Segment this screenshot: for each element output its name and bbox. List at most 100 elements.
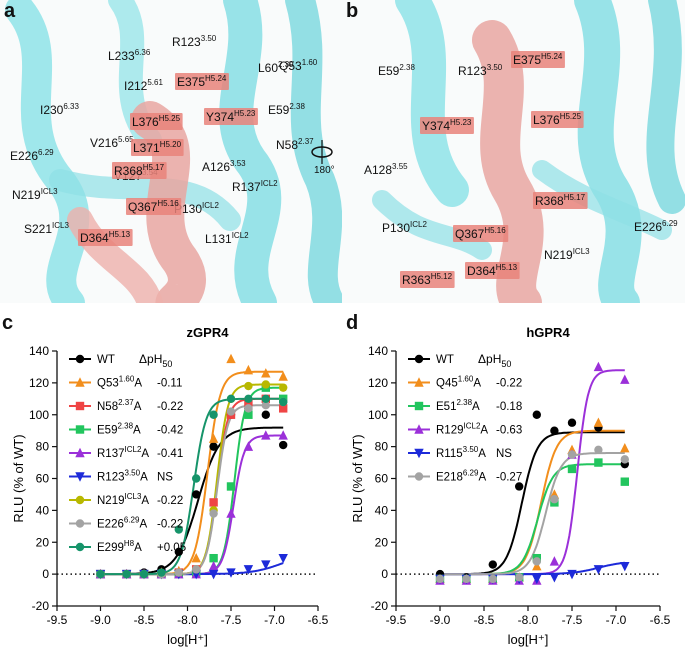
legend-label: E2266.29A [97,516,147,531]
x-tick-label: -6.5 [308,613,329,627]
a-residue-label-l60: L602.39 [258,60,294,75]
fit-curve-e226 [100,404,284,576]
data-point-e226 [209,509,218,518]
svg-text:A1263.53: A1263.53 [202,159,246,174]
svg-text:L602.39: L602.39 [258,60,294,75]
legend-marker [75,425,85,434]
data-point-e299 [96,569,105,579]
data-point-e218 [620,455,629,464]
legend-entry-e59: E592.38A -0.42 [69,422,183,437]
data-point-e51 [594,458,603,467]
data-point-e218 [462,574,471,584]
data-point-q45 [620,443,630,453]
y-tick-label: 0 [381,567,388,581]
b-residue-label-y374: Y374H5.23 [420,117,474,134]
x-tick-label: -9.0 [90,613,111,627]
y-tick-label: 120 [368,376,388,390]
svg-text:N219ICL3: N219ICL3 [544,247,590,262]
svg-text:Q367H5.16: Q367H5.16 [128,199,179,214]
b-residue-label-p130: P130ICL2 [382,220,427,235]
a-residue-label-e375: E375H5.24 [175,73,229,90]
x-tick-label: -9.0 [430,613,451,627]
legend-label: WT [97,354,115,366]
y-tick-label: -20 [371,599,389,613]
data-point-n219 [279,383,288,392]
legend-entry-wt: WT [69,354,115,366]
svg-text:D364H5.13: D364H5.13 [467,263,518,278]
data-point-r137 [261,430,271,440]
y-tick-label: 0 [42,567,49,581]
x-tick-label: -8.0 [518,613,539,627]
data-point-r137 [278,430,288,440]
y-tick-label: 80 [375,440,389,454]
x-tick-label: -8.5 [134,613,155,627]
legend-label: R1153.50A [436,445,486,460]
svg-text:P130ICL2: P130ICL2 [382,220,427,235]
a-residue-label-q53: Q531.60 [279,58,318,73]
legend-marker [414,354,424,364]
data-point-wt [532,410,541,419]
legend-delta: -0.41 [157,448,183,460]
data-point-n219 [261,380,270,389]
svg-text:R368H5.17: R368H5.17 [114,163,165,178]
b-residue-label-e59: E592.38 [378,63,415,78]
legend-entry-r129: R129ICL2A -0.63 [408,422,522,437]
data-point-r115 [593,565,604,575]
data-point-wt [209,442,218,451]
legend-header: ΔpH50 [478,352,511,369]
data-point-wt [279,440,288,450]
legend-entry-q53: Q531.60A -0.11 [69,375,182,390]
legend-delta: NS [496,448,512,460]
data-point-r123 [226,568,236,578]
a-residue-label-r368: R368H5.17 [112,162,167,179]
data-point-e299 [174,525,183,534]
chart-title: zGPR4 [187,325,230,340]
legend-marker [75,542,85,552]
structure-panel-b: E592.38 R1233.50 E375H5.24 Y374H5.23 L376H5.… [342,0,685,303]
a-residue-label-i230: I2306.33 [40,102,79,117]
data-point-e59 [244,410,253,419]
legend-marker [414,448,424,459]
y-tick-label: 80 [36,440,50,454]
svg-text:R137ICL2: R137ICL2 [232,179,278,194]
data-point-n219 [244,381,253,391]
x-tick-label: -9.5 [47,613,68,627]
x-tick-label: -6.5 [650,613,671,627]
data-point-r115 [620,561,630,572]
legend-marker [414,472,424,481]
legend-label: E2186.29A [436,469,486,484]
data-point-r123 [261,560,271,570]
data-point-q53 [243,364,254,375]
chart-title: hGPR4 [526,325,570,340]
legend-label: WT [436,354,454,366]
y-tick-label: 100 [368,408,388,422]
data-point-e218 [488,574,497,584]
svg-text:R368H5.17: R368H5.17 [535,193,586,208]
legend-delta: -0.18 [496,401,522,413]
a-residue-label-v216: V2165.65 [90,135,134,150]
a-residue-label-n219: N219ICL3 [12,187,58,202]
legend-entry-q45: Q451.60A -0.22 [408,375,522,390]
a-residue-label-l371: L371H5.20 [131,139,184,156]
a-residue-label-l131: L131ICL2 [205,231,249,246]
legend-delta: -0.22 [157,519,183,531]
legend-entry-wt: WT [408,354,454,366]
svg-text:L376H5.25: L376H5.25 [132,114,181,129]
data-point-e226 [174,568,183,577]
legend-marker [414,377,424,387]
legend-delta: -0.42 [157,425,183,437]
chart-zgpr4: zGPR4 -20 0 20 40 60 80 100 120 140 -9.5 -9.0 -8.5 -8… [11,325,329,647]
legend-label: N582.37A [97,398,142,413]
a-residue-label-e59: E592.38 [268,102,305,117]
b-residue-label-n219: N219ICL3 [544,247,590,262]
legend-entry-e226: E2266.29A -0.22 [69,516,183,531]
data-point-e226 [192,565,201,574]
fit-curve-e299 [100,397,284,576]
svg-text:D364H5.13: D364H5.13 [80,230,131,245]
data-point-e226 [226,407,236,416]
y-tick-label: 100 [29,408,49,422]
svg-text:N219ICL3: N219ICL3 [12,187,58,202]
y-tick-label: 20 [375,535,389,549]
b-residue-label-e226: E2266.29 [634,219,678,234]
